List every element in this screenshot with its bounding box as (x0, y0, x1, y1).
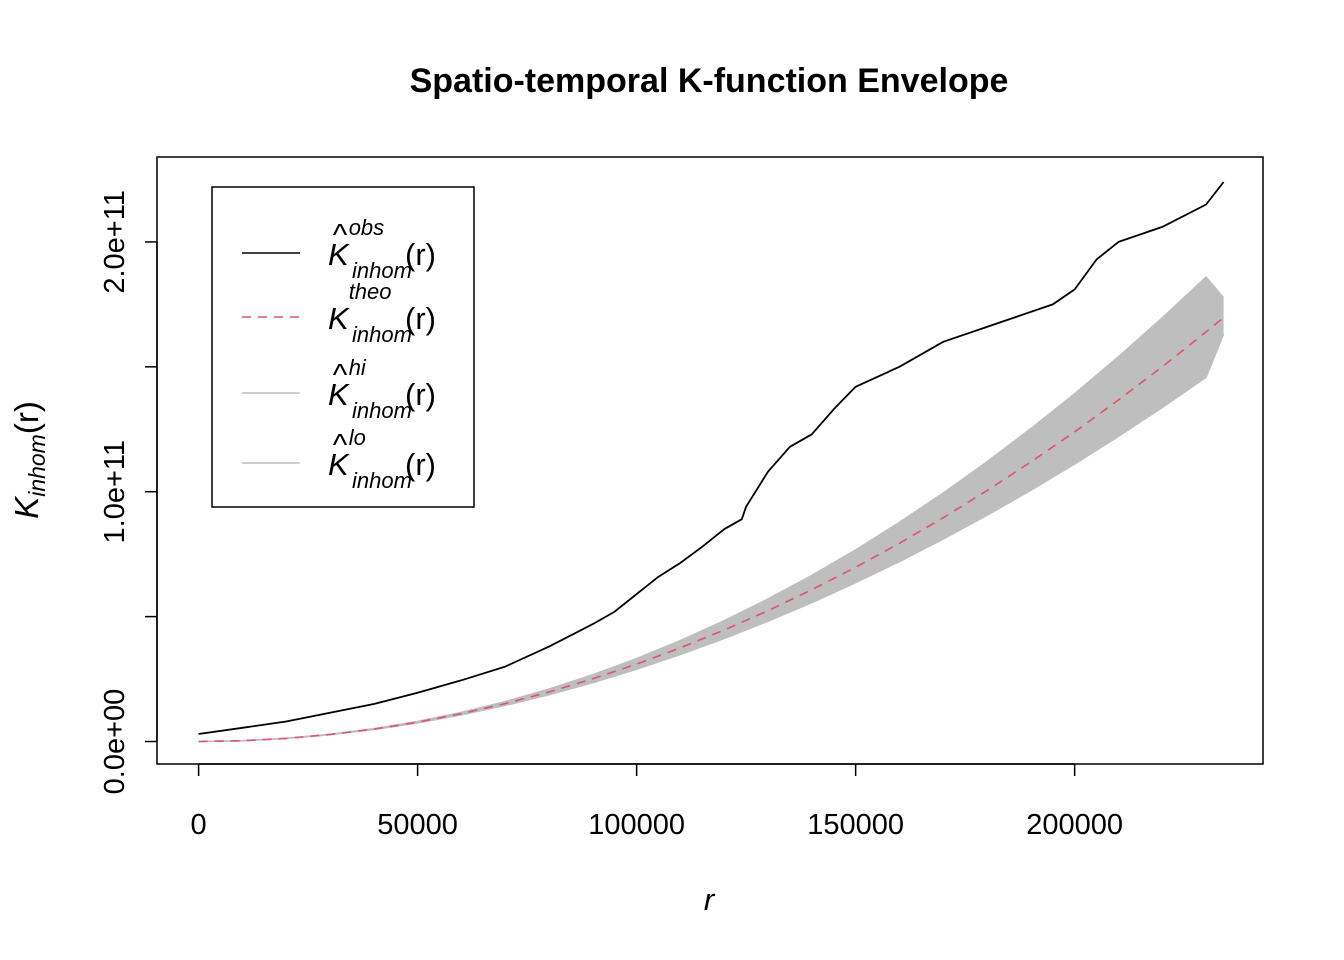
legend-item-hi: ^Khi inhom(r) (242, 355, 436, 423)
series-line-obs (198, 181, 1225, 735)
legend-hat: ^ (333, 217, 348, 252)
x-tick-label: 50000 (377, 809, 458, 841)
legend-item-theo: Ktheo inhom(r) (242, 279, 436, 347)
x-tick-label: 150000 (807, 809, 904, 841)
legend: ^Kobs inhom(r)Ktheo inhom(r)^Khi inhom(r)^K… (211, 186, 475, 508)
legend-hat: ^ (333, 427, 348, 462)
chart-title: Spatio-temporal K-function Envelope (410, 62, 1009, 100)
svg-text:Kinhom(r): Kinhom(r) (8, 401, 50, 519)
y-axis-label-main: K (8, 495, 45, 519)
y-tick-label: 2.0e+11 (99, 190, 131, 293)
legend-label: Kobs inhom(r) (328, 215, 436, 283)
y-axis-label-arg: (r) (8, 401, 45, 434)
x-tick-label: 100000 (588, 809, 685, 841)
x-axis-label: r (704, 882, 716, 917)
x-tick-label: 0 (191, 809, 207, 841)
y-axis-label-sub: inhom (24, 434, 50, 497)
series-line-lo (198, 333, 1225, 743)
legend-item-lo: ^Klo inhom(r) (242, 425, 436, 493)
x-tick-label: 200000 (1026, 809, 1123, 841)
x-axis: 0 50000 100000 150000 200000 (191, 763, 1123, 841)
legend-label: Khi inhom(r) (328, 355, 436, 423)
y-axis-label: Kinhom(r) (8, 401, 50, 519)
series-layer (198, 181, 1225, 743)
y-tick-label: 1.0e+11 (99, 440, 131, 543)
legend-item-obs: ^Kobs inhom(r) (242, 215, 436, 283)
legend-label: Klo inhom(r) (328, 425, 436, 493)
legend-hat: ^ (333, 357, 348, 392)
y-tick-label: 0.0e+00 (99, 689, 131, 795)
series-line-theo (198, 316, 1225, 743)
legend-box (211, 186, 475, 508)
legend-label: Ktheo inhom(r) (328, 279, 436, 347)
y-axis: 0.0e+00 1.0e+11 2.0e+11 (99, 190, 158, 795)
